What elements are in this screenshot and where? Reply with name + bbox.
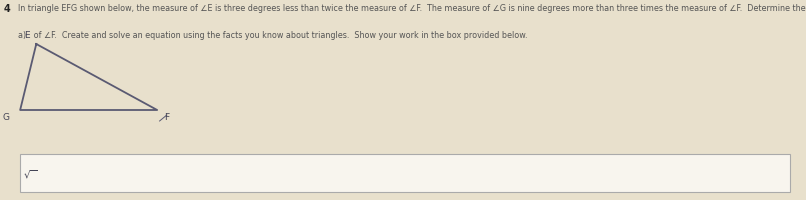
Text: $\sqrt{\ }$: $\sqrt{\ }$ <box>23 169 38 181</box>
Text: G: G <box>2 113 9 122</box>
Text: In triangle EFG shown below, the measure of ∠E is three degrees less than twice : In triangle EFG shown below, the measure… <box>18 4 806 13</box>
Text: F: F <box>164 113 169 122</box>
FancyBboxPatch shape <box>20 154 790 192</box>
Text: 4: 4 <box>4 4 10 14</box>
Text: E: E <box>24 30 29 40</box>
Text: a)   of ∠F.  Create and solve an equation using the facts you know about triangl: a) of ∠F. Create and solve an equation u… <box>18 31 527 40</box>
